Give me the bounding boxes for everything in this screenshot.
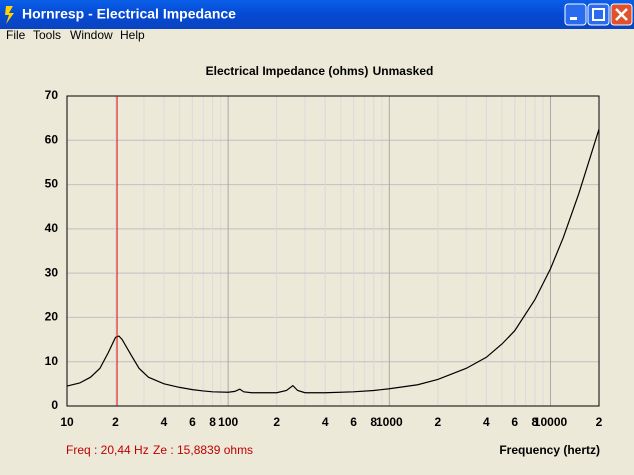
y-tick-label: 40 (45, 221, 59, 235)
app-icon (5, 6, 14, 24)
x-tick-label: 8 (209, 415, 216, 429)
x-tick-label: 8 (370, 415, 377, 429)
x-tick-label: 2 (596, 415, 603, 429)
y-tick-label: 30 (45, 265, 59, 279)
status-freq: Freq : 20,44 Hz (66, 443, 149, 457)
maximize-button[interactable] (587, 3, 610, 26)
x-tick-label: 6 (511, 415, 518, 429)
x-tick-label: 100 (218, 415, 238, 429)
x-tick-label: 8 (532, 415, 539, 429)
menu-item[interactable]: File (6, 28, 26, 42)
y-tick-label: 20 (45, 310, 59, 324)
x-tick-label: 4 (483, 415, 490, 429)
x-tick-label: 2 (112, 415, 119, 429)
menu-item[interactable]: Window (70, 28, 113, 42)
x-tick-label: 1000 (376, 415, 403, 429)
x-tick-label: 4 (322, 415, 329, 429)
plot-frame (66, 95, 600, 407)
close-button[interactable] (610, 3, 633, 26)
menu-item[interactable]: Tools (33, 28, 61, 42)
x-axis-label: Frequency (hertz) (499, 443, 600, 457)
y-tick-label: 70 (45, 88, 59, 102)
impedance-curve (66, 129, 600, 394)
y-tick-label: 0 (51, 398, 58, 412)
status-ze: Ze : 15,8839 ohms (153, 443, 253, 457)
x-tick-label: 6 (350, 415, 357, 429)
x-tick-label: 10000 (534, 415, 568, 429)
window-title: Hornresp - Electrical Impedance (22, 6, 236, 22)
y-tick-label: 50 (45, 177, 59, 191)
y-tick-label: 60 (45, 132, 59, 146)
x-tick-label: 2 (434, 415, 441, 429)
x-tick-label: 10 (60, 415, 74, 429)
y-tick-label: 10 (45, 354, 59, 368)
x-tick-label: 2 (273, 415, 280, 429)
x-tick-label: 4 (161, 415, 168, 429)
minimize-button[interactable] (564, 3, 587, 26)
x-tick-label: 6 (189, 415, 196, 429)
chart-title: Electrical Impedance (ohms) (206, 64, 369, 78)
chart-subtitle: Unmasked (373, 64, 434, 78)
title-bar (0, 0, 634, 29)
menu-item[interactable]: Help (120, 28, 145, 42)
